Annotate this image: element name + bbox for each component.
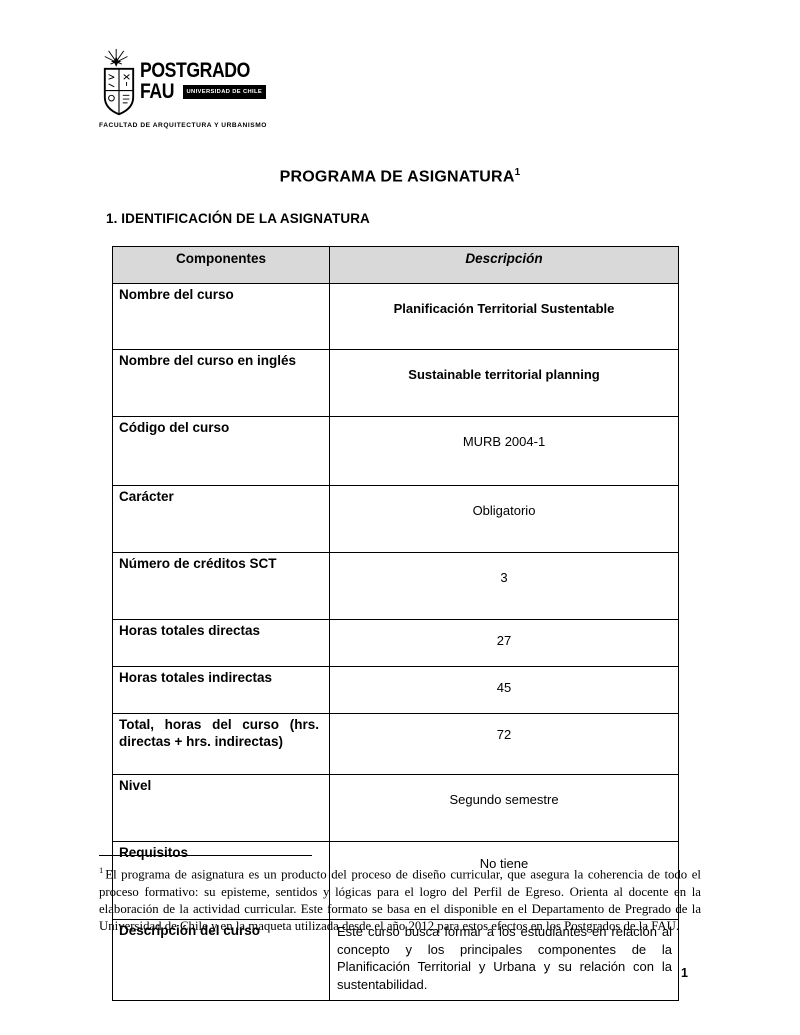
row-creditos-sct: Número de créditos SCT 3: [112, 552, 679, 620]
postgrado-fau-logo: POSTGRADO FAU UNIVERSIDAD DE CHILE FACUL…: [99, 48, 271, 129]
row-nombre-del-curso: Nombre del curso Planificación Territori…: [112, 283, 679, 350]
row-label: Horas totales indirectas: [112, 666, 330, 714]
row-value: Obligatorio: [329, 485, 679, 553]
logo-name-fau: FAU: [140, 80, 175, 103]
row-value: Sustainable territorial planning: [329, 349, 679, 417]
row-label: Código del curso: [112, 416, 330, 486]
row-caracter: Carácter Obligatorio: [112, 485, 679, 553]
row-value: 72: [329, 713, 679, 775]
row-total-horas: Total, horas del curso (hrs. directas + …: [112, 713, 679, 775]
row-codigo-del-curso: Código del curso MURB 2004-1: [112, 416, 679, 486]
footnote-separator-rule: [99, 855, 312, 856]
row-value: Planificación Territorial Sustentable: [329, 283, 679, 350]
row-label: Total, horas del curso (hrs. directas + …: [112, 713, 330, 775]
table-header-row: Componentes Descripción: [112, 246, 679, 284]
row-label: Número de créditos SCT: [112, 552, 330, 620]
row-label: Nombre del curso en inglés: [112, 349, 330, 417]
row-label: Descripción del curso: [112, 919, 330, 1001]
logo-universidad-badge: UNIVERSIDAD DE CHILE: [182, 84, 267, 99]
row-value: 27: [329, 619, 679, 667]
row-label: Nombre del curso: [112, 283, 330, 350]
document-title: PROGRAMA DE ASIGNATURA1: [0, 167, 800, 186]
row-nivel: Nivel Segundo semestre: [112, 774, 679, 842]
row-value: MURB 2004-1: [329, 416, 679, 486]
row-nombre-en-ingles: Nombre del curso en inglés Sustainable t…: [112, 349, 679, 417]
row-horas-directas: Horas totales directas 27: [112, 619, 679, 667]
footnote: 1 El programa de asignatura es un product…: [99, 855, 701, 936]
footnote-marker: 1: [99, 865, 104, 875]
row-value: Este curso busca formar a los estudiante…: [329, 919, 679, 1001]
row-value: Segundo semestre: [329, 774, 679, 842]
column-header-descripcion: Descripción: [329, 246, 679, 284]
university-crest-icon: [103, 48, 135, 116]
document-title-text: PROGRAMA DE ASIGNATURA: [279, 168, 515, 186]
footnote-text: El programa de asignatura es un producto…: [99, 867, 701, 934]
identification-table: Componentes Descripción Nombre del curso…: [112, 246, 679, 1001]
row-label: Requisitos: [112, 841, 330, 920]
column-header-componentes: Componentes: [112, 246, 330, 284]
row-value: 45: [329, 666, 679, 714]
row-label: Nivel: [112, 774, 330, 842]
title-footnote-reference: 1: [514, 167, 521, 178]
logo-faculty-subtitle: FACULTAD DE ARQUITECTURA Y URBANISMO: [99, 122, 267, 129]
row-descripcion-del-curso: Descripción del curso Este curso busca f…: [112, 919, 679, 1001]
page-number: 1: [681, 966, 688, 980]
row-horas-indirectas: Horas totales indirectas 45: [112, 666, 679, 714]
row-label: Carácter: [112, 485, 330, 553]
row-label: Horas totales directas: [112, 619, 330, 667]
section-heading: 1. IDENTIFICACIÓN DE LA ASIGNATURA: [106, 211, 370, 226]
row-value: 3: [329, 552, 679, 620]
logo-name-postgrado: POSTGRADO: [140, 59, 250, 82]
